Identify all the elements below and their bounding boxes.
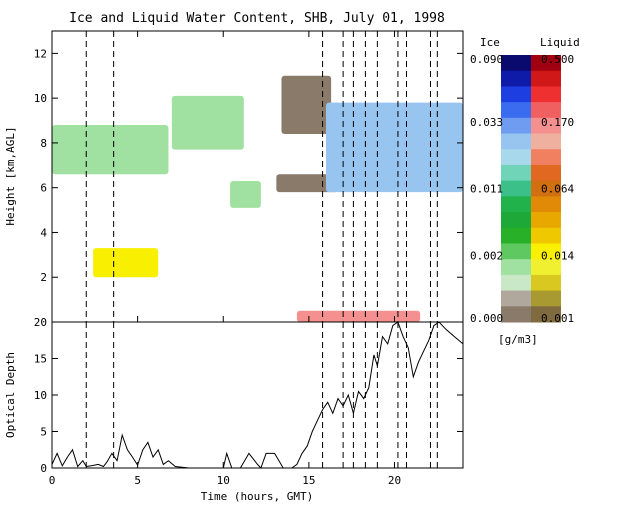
colorbar-tick-label: 0.014 (541, 249, 574, 262)
colorbar-swatch (531, 227, 561, 244)
bottom-y-tick-label: 20 (34, 316, 47, 329)
colorbar-swatch (531, 133, 561, 150)
liquid-colorbar-ticks: 0.500 0.170 0.064 0.014 0.001 (541, 53, 574, 325)
bottom-x-tick-label: 15 (302, 474, 315, 487)
colorbar-swatch (531, 274, 561, 292)
colorbar-swatch (531, 306, 561, 323)
bottom-y-ticks: 0 5 10 15 20 (34, 316, 463, 475)
ice-colorbar-ticks: 0.090 0.033 0.011 0.002 0.000 (470, 53, 503, 325)
colorbar-swatch (531, 290, 561, 307)
colorbar-swatch (531, 117, 561, 135)
x-axis-label: Time (hours, GMT) (201, 490, 314, 503)
bottom-x-tick-label: 10 (217, 474, 230, 487)
colorbar-tick-label: 0.002 (470, 249, 503, 262)
colorbar-tick-label: 0.000 (470, 312, 503, 325)
ice-colorbar (501, 55, 531, 323)
liquid-cloud-region (296, 310, 421, 322)
colorbar-tick-label: 0.064 (541, 183, 574, 196)
bottom-y-tick-label: 0 (40, 462, 47, 475)
colorbar-swatch (531, 180, 561, 197)
top-y-tick-label: 12 (34, 47, 47, 60)
bottom-y-axis-label: Optical Depth (4, 352, 17, 438)
colorbar-swatch (531, 70, 561, 87)
top-y-tick-label: 6 (40, 182, 47, 195)
bottom-x-ticks: 0 5 10 15 20 (49, 462, 401, 487)
chart-title: Ice and Liquid Water Content, SHB, July … (69, 11, 445, 26)
top-markers (85, 31, 438, 322)
colorbar-swatch (501, 180, 531, 197)
top-y-tick-label: 8 (40, 137, 47, 150)
colorbar-swatch (501, 117, 531, 135)
colorbar-swatch (531, 102, 561, 119)
bottom-y-tick-label: 10 (34, 389, 47, 402)
ice-cloud-region (52, 125, 169, 175)
ice-cloud-region (281, 75, 332, 134)
colorbar-swatch (531, 55, 561, 72)
bottom-x-tick-label: 0 (49, 474, 56, 487)
top-x-ticks (51, 31, 395, 322)
colorbar-liquid-label: Liquid (540, 36, 580, 49)
optical-depth-line (51, 321, 464, 469)
ice-cloud-region (230, 180, 261, 208)
bottom-x-tick-label: 5 (134, 474, 141, 487)
colorbar-swatch (531, 212, 561, 229)
colorbar-swatch (501, 306, 531, 323)
colorbar-swatch (501, 274, 531, 292)
colorbar-swatch (501, 212, 531, 229)
ice-cloud-region (276, 174, 338, 193)
colorbar-units: [g/m3] (498, 333, 538, 346)
colorbar-swatch (531, 149, 561, 166)
colorbar-tick-label: 0.500 (541, 53, 574, 66)
liquid-colorbar (531, 55, 561, 323)
bottom-x-tick-label: 20 (388, 474, 401, 487)
colorbar-swatch (501, 70, 531, 87)
bottom-y-tick-label: 5 (40, 426, 47, 439)
colorbar-swatch (501, 86, 531, 103)
colorbar-swatch (531, 259, 561, 276)
bottom-markers (85, 322, 438, 468)
top-y-tick-label: 4 (40, 226, 47, 239)
colorbar-swatch (501, 149, 531, 166)
colorbar-tick-label: 0.033 (470, 116, 503, 129)
top-y-tick-label: 10 (34, 92, 47, 105)
colorbar-swatch (531, 86, 561, 103)
colorbar-tick-label: 0.090 (470, 53, 503, 66)
top-y-axis-label: Height [km,AGL] (4, 126, 17, 225)
colorbar-swatch (501, 164, 531, 182)
ice-cloud-region (326, 102, 463, 193)
colorbar-tick-label: 0.011 (470, 183, 503, 196)
colorbar-swatch (501, 227, 531, 244)
ice-cloud-region (171, 95, 244, 150)
colorbar-swatch (501, 259, 531, 276)
cloud-regions (52, 75, 463, 322)
colorbar-tick-label: 0.001 (541, 312, 574, 325)
bottom-y-tick-label: 15 (34, 353, 47, 366)
colorbar-swatch (531, 164, 561, 182)
colorbar-swatch (501, 133, 531, 150)
colorbar-tick-label: 0.170 (541, 116, 574, 129)
colorbar-swatch (531, 243, 561, 260)
colorbar-swatch (501, 243, 531, 260)
colorbar-swatch (501, 55, 531, 72)
colorbar-ice-label: Ice (480, 36, 500, 49)
colorbar-swatch (501, 196, 531, 213)
top-y-tick-label: 2 (40, 271, 47, 284)
colorbar-swatch (531, 196, 561, 213)
top-y-ticks: 2 4 6 8 10 12 (34, 47, 463, 284)
liquid-cloud-region (93, 248, 159, 278)
colorbar-swatch (501, 102, 531, 119)
colorbar-swatch (501, 290, 531, 307)
